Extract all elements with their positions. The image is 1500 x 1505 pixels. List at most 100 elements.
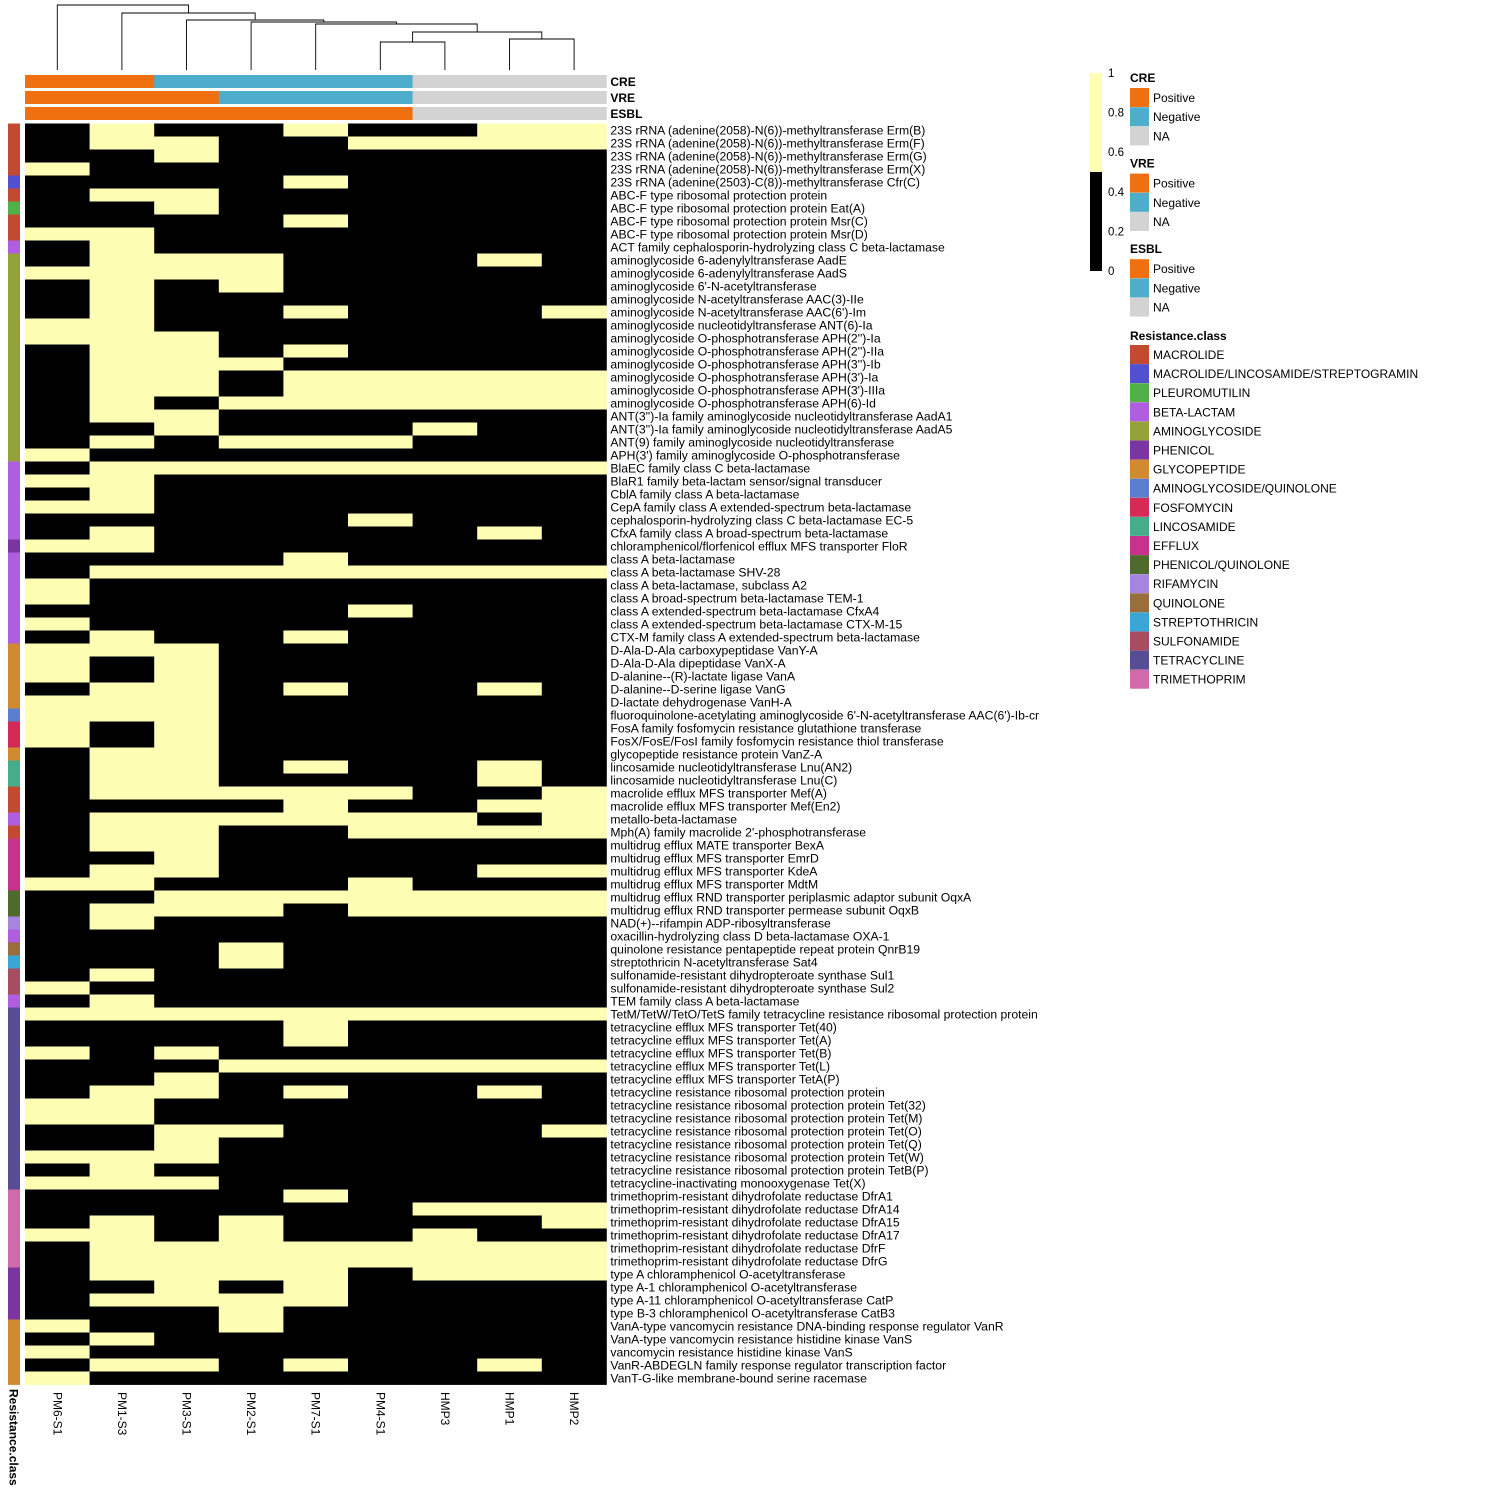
heatmap-cell xyxy=(25,175,90,189)
heatmap-cell xyxy=(477,877,543,891)
heatmap-cell xyxy=(348,721,413,735)
heatmap-cell xyxy=(218,227,284,241)
heatmap-cell xyxy=(25,1358,90,1372)
heatmap-cell xyxy=(218,513,284,527)
heatmap-cell xyxy=(25,1189,90,1203)
heatmap-cell xyxy=(283,1046,349,1060)
heatmap-cell xyxy=(218,1137,284,1151)
heatmap-cell xyxy=(218,565,284,579)
heatmap-cell xyxy=(412,188,478,202)
heatmap-cell xyxy=(477,1215,543,1229)
heatmap-cell xyxy=(154,799,220,813)
row-label: VanR-ABDEGLN family response regulator t… xyxy=(610,1358,946,1372)
column-annotation-cell xyxy=(154,91,220,104)
heatmap-cell xyxy=(89,1358,155,1372)
heatmap-cell xyxy=(218,201,284,215)
heatmap-cell xyxy=(89,253,155,267)
heatmap-cell xyxy=(477,1072,543,1086)
row-label: CTX-M family class A extended-spectrum b… xyxy=(610,630,920,644)
heatmap-cell xyxy=(541,162,607,176)
heatmap-cell xyxy=(412,409,478,423)
heatmap-cell xyxy=(283,643,349,657)
row-annotation-cell xyxy=(8,968,20,982)
heatmap-cell xyxy=(412,1280,478,1294)
heatmap-cell xyxy=(25,643,90,657)
heatmap-cell xyxy=(218,435,284,449)
row-annotation-cell xyxy=(8,786,20,800)
legend-swatch xyxy=(1130,516,1149,536)
heatmap-cells xyxy=(25,123,607,1385)
heatmap-cell xyxy=(412,136,478,150)
heatmap-cell xyxy=(348,578,413,592)
heatmap-cell xyxy=(218,487,284,501)
heatmap-cell xyxy=(25,344,90,358)
heatmap-cell xyxy=(25,357,90,371)
heatmap-cell xyxy=(283,994,349,1008)
heatmap-cell xyxy=(89,539,155,553)
heatmap-cell xyxy=(154,1319,220,1333)
heatmap-cell xyxy=(154,344,220,358)
heatmap-cell xyxy=(283,604,349,618)
heatmap-cell xyxy=(218,786,284,800)
heatmap-cell xyxy=(348,1085,413,1099)
column-annotation-cell xyxy=(89,107,155,120)
heatmap-cell xyxy=(25,162,90,176)
heatmap-cell xyxy=(541,305,607,319)
heatmap-cell xyxy=(541,955,607,969)
row-label: aminoglycoside 6-adenylyltransferase Aad… xyxy=(610,253,846,267)
heatmap-cell xyxy=(25,1150,90,1164)
heatmap-cell xyxy=(25,578,90,592)
heatmap-cell xyxy=(412,721,478,735)
heatmap-cell xyxy=(541,721,607,735)
heatmap-cell xyxy=(154,812,220,826)
heatmap-cell xyxy=(218,1163,284,1177)
legend-label: MACROLIDE/LINCOSAMIDE/STREPTOGRAMIN xyxy=(1153,367,1418,381)
heatmap-cell xyxy=(477,604,543,618)
heatmap-cell xyxy=(348,786,413,800)
heatmap-cell xyxy=(477,1189,543,1203)
heatmap-cell xyxy=(283,786,349,800)
heatmap-cell xyxy=(348,448,413,462)
row-label: 23S rRNA (adenine(2058)-N(6))-methyltran… xyxy=(610,136,924,150)
row-label: macrolide efflux MFS transporter Mef(En2… xyxy=(610,799,840,813)
heatmap-cell xyxy=(89,1046,155,1060)
row-annotation-cell xyxy=(8,656,20,670)
heatmap-cell xyxy=(283,279,349,293)
heatmap-cell xyxy=(348,357,413,371)
heatmap-cell xyxy=(412,253,478,267)
heatmap-cell xyxy=(412,1306,478,1320)
heatmap-cell xyxy=(541,149,607,163)
row-label: tetracycline resistance ribosomal protec… xyxy=(610,1111,922,1125)
heatmap-cell xyxy=(477,812,543,826)
heatmap-cell xyxy=(541,331,607,345)
heatmap-cell xyxy=(412,851,478,865)
heatmap-cell xyxy=(348,708,413,722)
heatmap-cell xyxy=(412,1098,478,1112)
heatmap-cell xyxy=(412,1046,478,1060)
row-label: tetracycline-inactivating monooxygenase … xyxy=(610,1176,865,1190)
heatmap-cell xyxy=(25,1046,90,1060)
heatmap-cell xyxy=(412,1189,478,1203)
heatmap-cell xyxy=(477,487,543,501)
heatmap-cell xyxy=(348,279,413,293)
row-annotation-cell xyxy=(8,1267,20,1281)
heatmap-cell xyxy=(348,617,413,631)
heatmap-cell xyxy=(89,474,155,488)
heatmap-cell xyxy=(25,916,90,930)
row-annotation-cell xyxy=(8,1280,20,1294)
heatmap-cell xyxy=(218,617,284,631)
heatmap-cell xyxy=(154,1267,220,1281)
heatmap-cell xyxy=(25,669,90,683)
heatmap-cell xyxy=(154,1072,220,1086)
row-annotation-bar: Resistance.class xyxy=(7,123,21,1486)
row-annotation-cell xyxy=(8,708,20,722)
heatmap-cell xyxy=(25,682,90,696)
row-label: vancomycin resistance histidine kinase V… xyxy=(610,1345,852,1359)
heatmap-cell xyxy=(412,331,478,345)
heatmap-cell xyxy=(477,409,543,423)
heatmap-cell xyxy=(218,1150,284,1164)
heatmap-cell xyxy=(89,1215,155,1229)
heatmap-cell xyxy=(283,513,349,527)
row-label: class A broad-spectrum beta-lactamase TE… xyxy=(610,591,863,605)
heatmap-cell xyxy=(25,695,90,709)
